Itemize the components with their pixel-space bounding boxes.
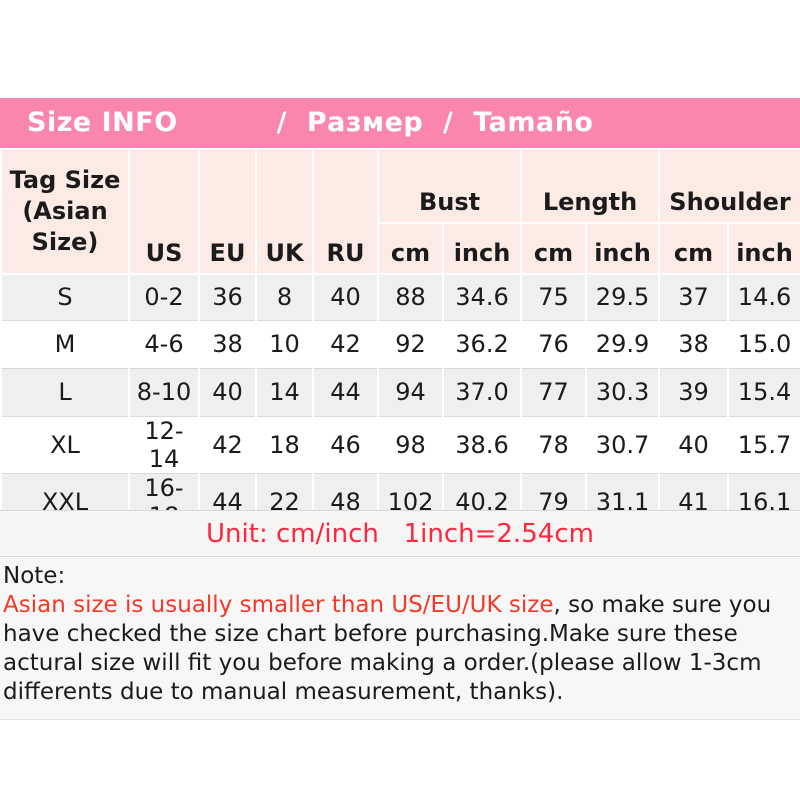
note-label: Note:: [3, 563, 66, 589]
cell-shoulder-inch: 15.4: [727, 367, 800, 417]
note-black-text: , so make sure you have checked the size…: [3, 592, 772, 705]
cell-bust-cm: 88: [377, 273, 444, 321]
col-header-eu: EU: [198, 148, 257, 275]
cell-length-inch: 29.5: [585, 273, 661, 321]
table-row-xl: XL 12-14 42 18 46 98 38.6 78 30.7 40 15.…: [0, 415, 800, 474]
cell-length-inch: 29.9: [585, 319, 661, 369]
table-row-l: L 8-10 40 14 44 94 37.0 77 30.3 39 15.4: [0, 367, 800, 417]
table-row-s: S 0-2 36 8 40 88 34.6 75 29.5 37 14.6: [0, 273, 800, 321]
col-header-length-inch: inch: [585, 222, 661, 275]
col-header-uk: UK: [255, 148, 314, 275]
col-group-length: Length: [520, 148, 661, 224]
cell-ru: 44: [312, 367, 379, 417]
cell-shoulder-cm: 39: [658, 367, 730, 417]
table-unit-header-row: cm inch cm inch cm inch: [1, 222, 800, 275]
cell-ru: 40: [312, 273, 379, 321]
cell-us: 8-10: [128, 367, 200, 417]
cell-length-cm: 77: [520, 367, 588, 417]
cell-bust-inch: 36.2: [441, 319, 523, 369]
col-header-length-cm: cm: [520, 222, 588, 275]
table-group-header-row: Tag Size (Asian Size) US EU UK RU Bust L…: [0, 148, 800, 275]
cell-uk: 18: [255, 415, 314, 474]
cell-bust-inch: 37.0: [441, 367, 523, 417]
cell-length-inch: 30.3: [585, 367, 661, 417]
cell-eu: 38: [198, 319, 257, 369]
tag-size-header: Tag Size (Asian Size): [0, 148, 130, 275]
unit-note-bar: Unit: cm/inch 1inch=2.54cm: [0, 510, 800, 557]
note-section: Note: Asian size is usually smaller than …: [0, 558, 800, 720]
col-header-us: US: [128, 148, 200, 275]
table-row-m: M 4-6 38 10 42 92 36.2 76 29.9 38 15.0: [0, 319, 800, 369]
cell-tag-size: M: [0, 319, 130, 369]
cell-shoulder-inch: 14.6: [727, 273, 800, 321]
cell-shoulder-inch: 15.7: [727, 415, 800, 474]
col-header-bust-cm: cm: [377, 222, 444, 275]
cell-us: 0-2: [128, 273, 200, 321]
size-table: Tag Size (Asian Size) US EU UK RU Bust L…: [0, 148, 800, 531]
cell-shoulder-inch: 15.0: [727, 319, 800, 369]
col-header-ru: RU: [312, 148, 379, 275]
cell-eu: 42: [198, 415, 257, 474]
cell-ru: 46: [312, 415, 379, 474]
unit-note-text: Unit: cm/inch 1inch=2.54cm: [206, 518, 594, 549]
cell-bust-cm: 92: [377, 319, 444, 369]
col-header-shoulder-inch: inch: [727, 222, 800, 275]
cell-shoulder-cm: 38: [658, 319, 730, 369]
cell-tag-size: L: [0, 367, 130, 417]
cell-ru: 42: [312, 319, 379, 369]
cell-eu: 40: [198, 367, 257, 417]
cell-uk: 10: [255, 319, 314, 369]
cell-uk: 14: [255, 367, 314, 417]
col-group-shoulder: Shoulder: [658, 148, 800, 224]
cell-tag-size: S: [0, 273, 130, 321]
size-info-banner: Size INFO / Размер / Tamaño: [0, 98, 800, 148]
cell-length-cm: 75: [520, 273, 588, 321]
cell-shoulder-cm: 40: [658, 415, 730, 474]
cell-length-inch: 30.7: [585, 415, 661, 474]
col-group-bust: Bust: [376, 148, 523, 224]
cell-bust-inch: 34.6: [441, 273, 523, 321]
cell-length-cm: 78: [520, 415, 588, 474]
col-header-shoulder-cm: cm: [658, 222, 730, 275]
note-red-text: Asian size is usually smaller than US/EU…: [3, 592, 554, 618]
cell-bust-inch: 38.6: [441, 415, 523, 474]
cell-bust-cm: 98: [377, 415, 444, 474]
cell-tag-size: XL: [0, 415, 130, 474]
cell-eu: 36: [198, 273, 257, 321]
col-header-bust-inch: inch: [441, 222, 523, 275]
cell-us: 12-14: [128, 415, 200, 474]
cell-length-cm: 76: [520, 319, 588, 369]
cell-us: 4-6: [128, 319, 200, 369]
cell-bust-cm: 94: [377, 367, 444, 417]
cell-shoulder-cm: 37: [658, 273, 730, 321]
cell-uk: 8: [255, 273, 314, 321]
